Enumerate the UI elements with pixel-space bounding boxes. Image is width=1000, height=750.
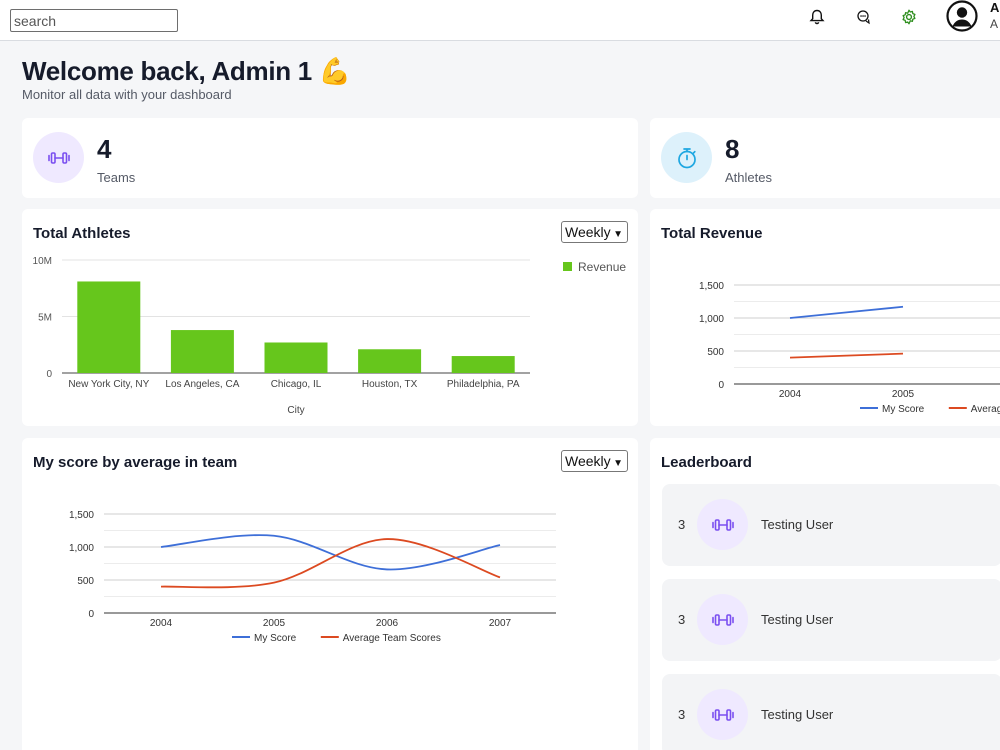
series-line xyxy=(160,534,501,571)
leaderboard-user-name: Testing User xyxy=(761,517,834,532)
score-by-average-card: My score by average in team Weekly ▼ 0 50… xyxy=(22,438,638,750)
total-athletes-card: Total Athletes Weekly ▼ 0 5M 10M New York C… xyxy=(22,209,638,426)
y-tick-label: 1,000 xyxy=(69,543,94,554)
score-period-select[interactable]: Weekly ▼ xyxy=(561,450,628,472)
leaderboard-rank: 3 xyxy=(678,517,686,532)
x-tick-label: Los Angeles, CA xyxy=(165,379,239,390)
legend-label: My Score xyxy=(882,404,925,415)
y-tick-label: 0 xyxy=(46,369,52,380)
leaderboard-title: Leaderboard xyxy=(661,454,752,471)
legend-label: My Score xyxy=(254,633,297,644)
page-title: Welcome back, Admin 1 💪 xyxy=(22,56,351,86)
page-subtitle: Monitor all data with your dashboard xyxy=(22,87,232,102)
y-tick-label: 0 xyxy=(718,380,724,391)
y-tick-label: 5M xyxy=(38,313,52,324)
dumbbell-icon xyxy=(697,594,748,645)
user-role: A xyxy=(990,17,999,31)
total-revenue-card: Total Revenue 0 500 1,000 1,500 2004 2005 My S… xyxy=(650,209,1000,426)
chat-icon[interactable] xyxy=(855,8,873,26)
leaderboard-user-name: Testing User xyxy=(761,707,834,722)
x-axis-label: City xyxy=(287,405,304,416)
stopwatch-icon xyxy=(661,132,712,183)
bar xyxy=(358,349,422,373)
y-tick-label: 1,500 xyxy=(699,281,724,292)
leaderboard-rank: 3 xyxy=(678,707,686,722)
total-revenue-line-chart: 0 500 1,000 1,500 2004 2005 My Score Average Te… xyxy=(699,281,1000,415)
score-card-title: My score by average in team xyxy=(33,454,238,471)
y-tick-label: 1,000 xyxy=(699,314,724,325)
series-line xyxy=(160,538,501,589)
leaderboard-card: Leaderboard 3 Testing User 3 Testing Use… xyxy=(650,438,1000,750)
teams-count: 4 xyxy=(97,134,112,164)
x-tick-label: New York City, NY xyxy=(68,379,149,390)
leaderboard-row[interactable]: 3 Testing User xyxy=(662,579,1000,661)
y-tick-label: 500 xyxy=(77,576,94,587)
athletes-count: 8 xyxy=(725,134,740,164)
dumbbell-icon xyxy=(697,689,748,740)
dumbbell-icon xyxy=(697,499,748,550)
user-name: A xyxy=(990,0,1000,15)
x-tick-label: 2006 xyxy=(376,618,399,629)
leaderboard-row[interactable]: 3 Testing User xyxy=(662,484,1000,566)
search-input[interactable] xyxy=(10,9,178,32)
total-revenue-title: Total Revenue xyxy=(661,225,763,242)
legend-label: Revenue xyxy=(578,260,626,274)
series-line xyxy=(789,305,904,319)
y-tick-label: 1,500 xyxy=(69,510,94,521)
leaderboard-rank: 3 xyxy=(678,612,686,627)
teams-label: Teams xyxy=(97,170,136,185)
x-tick-label: 2005 xyxy=(263,618,286,629)
x-tick-label: 2004 xyxy=(779,389,802,400)
gear-icon[interactable] xyxy=(900,8,918,26)
total-athletes-period-select[interactable]: Weekly ▼ xyxy=(561,221,628,243)
bar xyxy=(77,281,141,373)
leaderboard-row[interactable]: 3 Testing User xyxy=(662,674,1000,750)
score-line-chart: 0 500 1,000 1,500 2004 2005 2006 2007 My Score Av… xyxy=(69,510,556,644)
bar xyxy=(451,356,515,373)
leaderboard-user-name: Testing User xyxy=(761,612,834,627)
period-select-value: Weekly xyxy=(565,453,611,469)
legend-label: Average Team Scores xyxy=(971,404,1000,415)
legend-label: Average Team Scores xyxy=(343,633,441,644)
x-tick-label: Houston, TX xyxy=(362,379,418,390)
y-tick-label: 10M xyxy=(33,256,52,267)
total-athletes-title: Total Athletes xyxy=(33,225,131,242)
top-bar: A A xyxy=(0,0,1000,41)
chevron-down-icon: ▼ xyxy=(613,458,623,469)
x-tick-label: Philadelphia, PA xyxy=(447,379,520,390)
legend-swatch xyxy=(563,262,572,271)
bell-icon[interactable] xyxy=(808,8,826,26)
bar xyxy=(264,342,328,373)
series-line xyxy=(789,352,904,359)
x-tick-label: 2007 xyxy=(489,618,512,629)
total-athletes-bar-chart: 0 5M 10M New York City, NY Los Angeles, CA Ch… xyxy=(33,256,627,416)
y-tick-label: 0 xyxy=(88,609,94,620)
chevron-down-icon: ▼ xyxy=(613,229,623,240)
period-select-value: Weekly xyxy=(565,224,611,240)
x-tick-label: Chicago, IL xyxy=(271,379,322,390)
x-tick-label: 2004 xyxy=(150,618,173,629)
dumbbell-icon xyxy=(33,132,84,183)
bar xyxy=(170,330,234,373)
athletes-label: Athletes xyxy=(725,170,772,185)
athletes-stat-card: 8 Athletes xyxy=(650,118,1000,198)
y-tick-label: 500 xyxy=(707,347,724,358)
teams-stat-card: 4 Teams xyxy=(22,118,638,198)
x-tick-label: 2005 xyxy=(892,389,915,400)
avatar[interactable] xyxy=(946,0,978,32)
